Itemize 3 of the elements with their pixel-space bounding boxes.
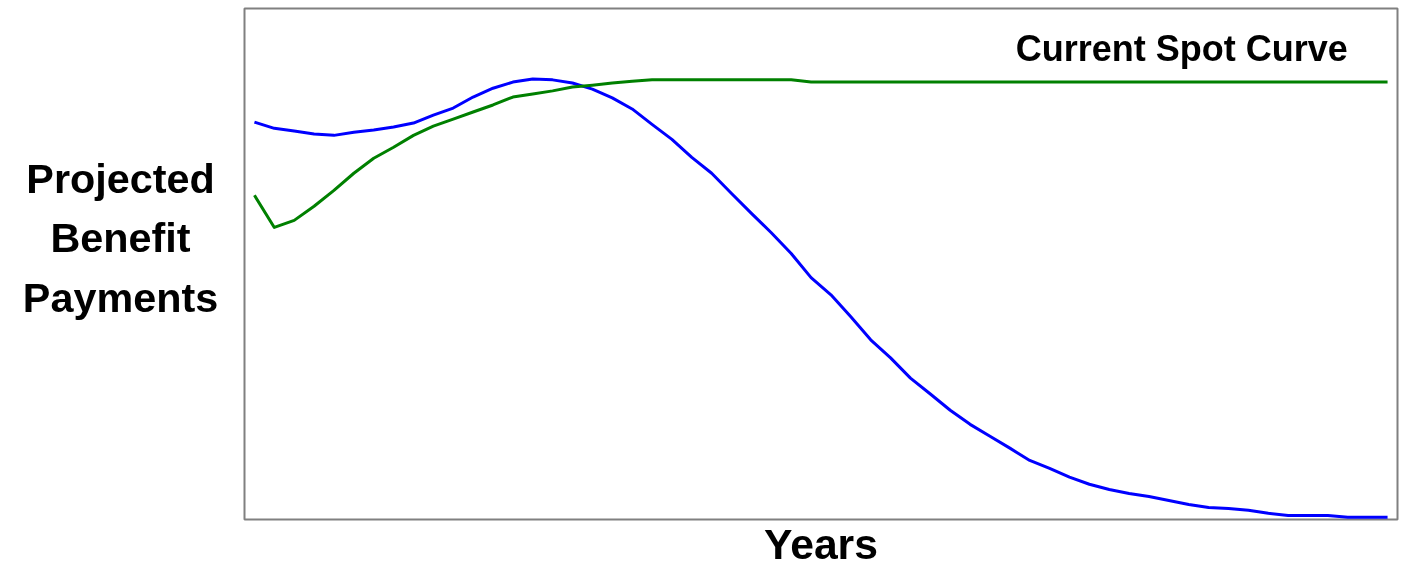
y-axis-title: Projected Benefit Payments	[22, 155, 219, 322]
series-label: Current Spot Curve	[1015, 27, 1348, 69]
x-axis-title: Years	[764, 519, 878, 568]
